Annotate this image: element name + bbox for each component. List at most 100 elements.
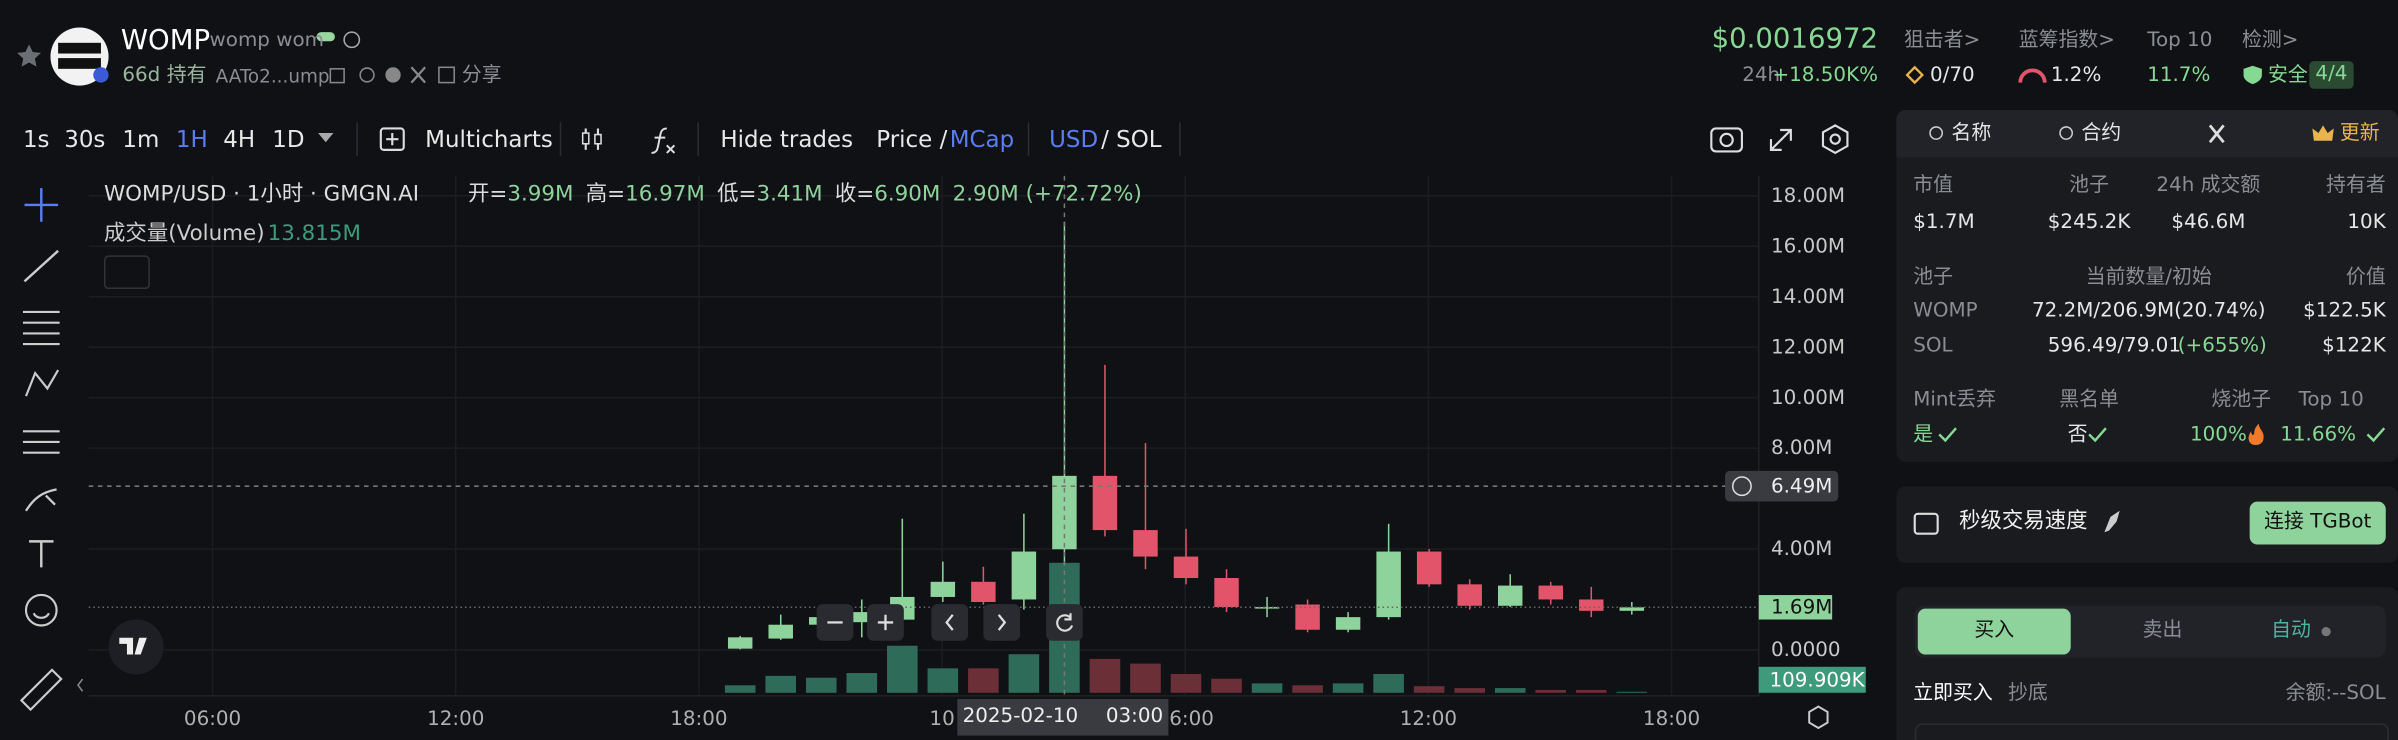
screenshot-icon[interactable] (1710, 127, 1743, 153)
connect-tgbot-button[interactable]: 连接 TGBot (2249, 501, 2386, 545)
tab[interactable]: 更新 (2339, 122, 2380, 146)
pill-icon (316, 32, 335, 42)
volume-label: 成交量(Volume) (103, 221, 265, 247)
interval[interactable]: 1m (122, 125, 160, 153)
volume-bar (1332, 683, 1364, 693)
brush-tool[interactable] (25, 488, 57, 512)
time-settings-icon[interactable] (1808, 705, 1829, 730)
sol-toggle[interactable]: / SOL (1101, 125, 1162, 153)
stat-label[interactable]: 狙击者> (1904, 29, 1981, 52)
settings-center (1829, 133, 1841, 145)
price-toggle[interactable]: Price / (876, 125, 948, 153)
drawing-tools (19, 188, 84, 712)
buy-tab[interactable]: 买入 (1917, 608, 2071, 655)
stat-label[interactable]: 蓝筹指数> (2018, 29, 2115, 52)
pool-value: $122K (2322, 334, 2386, 358)
screenshot-lens (1719, 132, 1734, 148)
volume-bar (1130, 663, 1161, 693)
mcap-toggle[interactable]: MCap (949, 125, 1015, 153)
candle-body (1497, 585, 1523, 606)
x-tab[interactable] (2208, 124, 2225, 144)
change-period: 24h (1742, 64, 1781, 88)
share-icon[interactable] (438, 66, 455, 84)
share-button[interactable]: 分享 (461, 64, 502, 88)
ruler-tool[interactable] (19, 668, 63, 712)
settings-icon[interactable] (1821, 124, 1849, 155)
interval[interactable]: 30s (64, 125, 106, 153)
interval[interactable]: 1s (22, 125, 50, 153)
check-icons (1938, 423, 2386, 446)
x-tick-label: 06:00 (1157, 707, 1214, 730)
candle-body (1295, 604, 1320, 630)
x-icon[interactable] (410, 66, 427, 84)
token-name: WOMP (120, 24, 211, 57)
auto-tab[interactable]: 自动 (2271, 619, 2311, 643)
reset-icon (1056, 613, 1074, 632)
buy-now-tab[interactable]: 立即买入 (1913, 682, 1993, 706)
tab[interactable]: 名称 (1951, 122, 1992, 146)
crosshair-label: 6.49M (1771, 474, 1832, 497)
dip-tab[interactable]: 抄底 (2008, 682, 2048, 706)
candle-body (1376, 551, 1401, 618)
collapse-legend[interactable] (103, 255, 150, 290)
volume-bar (1170, 673, 1202, 693)
interval-active[interactable]: 1H (175, 125, 208, 153)
amount-input[interactable] (1914, 723, 2389, 740)
indicators-icon[interactable] (651, 127, 676, 154)
search-icon[interactable] (359, 67, 375, 83)
interval[interactable]: 1D (272, 125, 305, 153)
ohlc-label: 开= (467, 181, 508, 207)
stat-value: 0/70 (1930, 64, 1975, 88)
scroll-right-icon (997, 614, 1007, 631)
logo-badge (93, 67, 109, 83)
check-label: 烧池子 (2211, 388, 2272, 412)
tradingview-logo[interactable] (108, 619, 164, 675)
separator (1179, 122, 1181, 156)
tab[interactable]: 合约 (2081, 122, 2122, 146)
web-icon[interactable] (385, 67, 401, 83)
usd-toggle[interactable]: USD (1049, 125, 1099, 153)
ohlc-value: 3.99M (507, 181, 574, 207)
token-symbol: womp wom (209, 29, 325, 52)
favorite-star[interactable] (17, 44, 41, 67)
y-tick-label: 10.00M (1771, 386, 1845, 409)
zoom-in-icon (877, 614, 894, 631)
volume-bar (1373, 673, 1404, 693)
scroll-left-icon (945, 614, 954, 631)
candle-body (1335, 617, 1361, 630)
logo-mark (58, 42, 101, 54)
chart-title: WOMP/USD · 1小时 · GMGN.AI (103, 181, 420, 207)
collapse-tools[interactable] (77, 678, 84, 692)
trend-line-tool[interactable] (23, 249, 59, 283)
crosshair-tool[interactable] (24, 188, 59, 222)
chart-control-button[interactable] (931, 604, 969, 641)
multicharts-icon[interactable] (379, 127, 405, 151)
sell-tab[interactable]: 卖出 (2142, 619, 2183, 643)
interval-dropdown[interactable] (318, 133, 334, 143)
text-tool[interactable] (29, 540, 54, 568)
volume-bar (1089, 658, 1121, 693)
chart-control-button[interactable] (983, 604, 1021, 641)
stat-label[interactable]: 检测> (2242, 29, 2299, 52)
volume-bar (1494, 688, 1526, 693)
copy-icon[interactable] (329, 68, 345, 84)
ohlc-value: 6.90M (874, 181, 941, 207)
gauge-icon (2018, 68, 2047, 83)
stat-value: $46.6M (2171, 211, 2246, 234)
emoji-tool[interactable] (24, 593, 58, 627)
multicharts-button[interactable]: Multicharts (425, 125, 553, 153)
multicharts-plus (386, 133, 399, 146)
chart-control-button[interactable] (1046, 604, 1083, 641)
hide-trades-button[interactable]: Hide trades (720, 125, 854, 153)
token-address[interactable]: AATo2...ump (215, 65, 330, 88)
pattern-tool[interactable] (25, 369, 60, 397)
candle-body (1619, 607, 1645, 611)
volume-bar (968, 668, 999, 693)
fullscreen-icon[interactable] (1769, 128, 1792, 151)
volume-bar (1251, 683, 1283, 693)
crosshair-add-icon[interactable] (1731, 476, 1752, 497)
fib-tool[interactable] (22, 310, 60, 346)
interval[interactable]: 4H (223, 125, 256, 153)
projection-tool[interactable] (22, 430, 60, 454)
